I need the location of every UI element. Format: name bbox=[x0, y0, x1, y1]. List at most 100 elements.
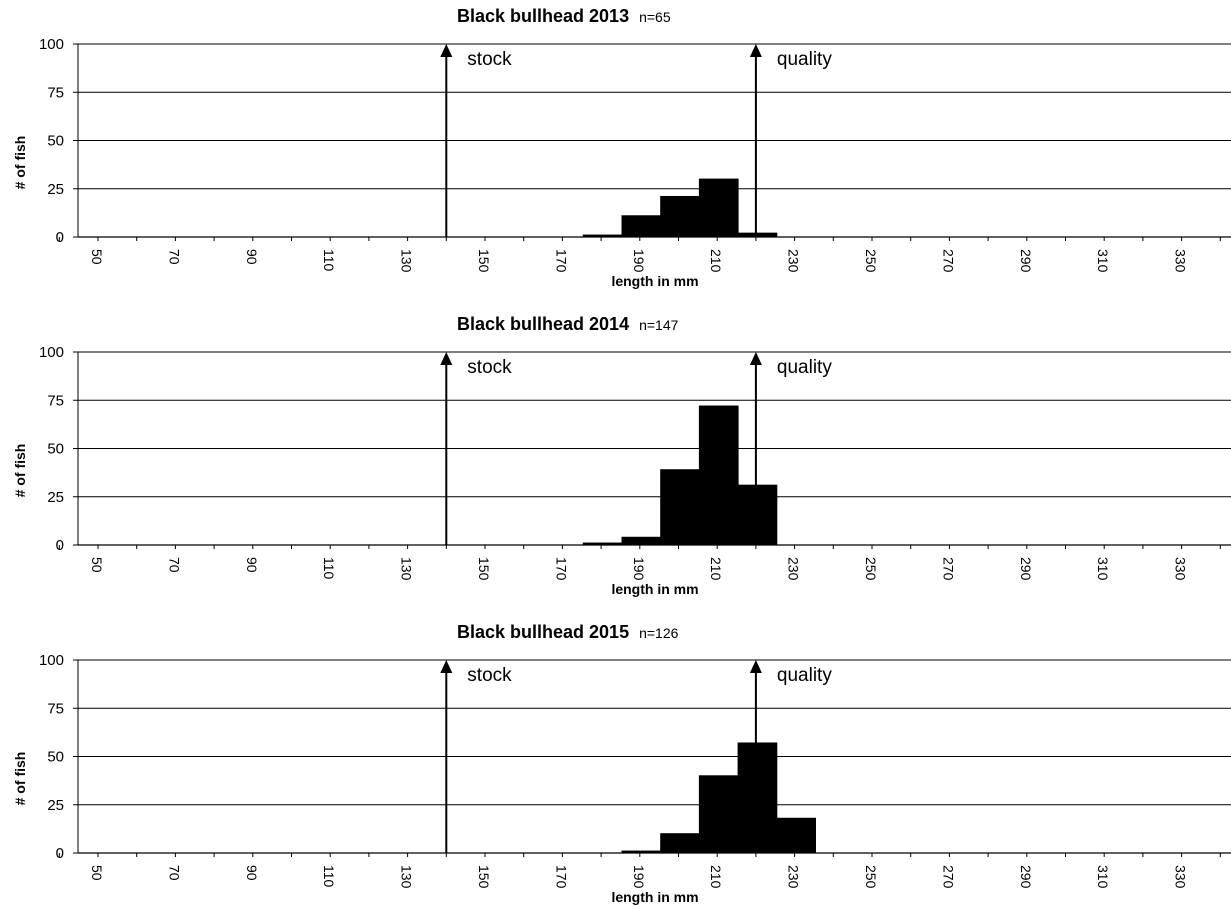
histogram-bar bbox=[776, 817, 816, 854]
x-tick-label: 90 bbox=[244, 557, 260, 573]
marker-label-stock: stock bbox=[467, 49, 512, 70]
chart-title: Black bullhead 2013 bbox=[457, 6, 629, 26]
x-tick-label: 130 bbox=[399, 557, 415, 581]
x-axis-label: length in mm bbox=[611, 889, 698, 905]
histogram-bar bbox=[698, 405, 739, 546]
x-tick-label: 70 bbox=[166, 249, 182, 265]
marker-label-quality: quality bbox=[777, 357, 832, 378]
x-tick-label: 290 bbox=[1018, 865, 1034, 889]
x-tick-label: 250 bbox=[863, 249, 879, 273]
x-tick-label: 230 bbox=[786, 865, 802, 889]
chart-panel-3: Black bullhead 2015 n=126 0 25 50 75 100 # of f… bbox=[12, 622, 1231, 905]
chart-subtitle: n=147 bbox=[639, 317, 679, 333]
x-tick-label: 210 bbox=[708, 249, 724, 273]
x-tick-label: 290 bbox=[1018, 249, 1034, 273]
histogram-bar bbox=[698, 775, 739, 854]
x-tick-label: 150 bbox=[476, 865, 492, 889]
marker-arrowhead bbox=[749, 44, 762, 57]
y-axis-label: # of fish bbox=[12, 136, 28, 190]
y-tick-label: 75 bbox=[47, 84, 64, 101]
marker-label-stock: stock bbox=[467, 357, 512, 378]
marker-label-quality: quality bbox=[777, 665, 832, 686]
marker-arrowhead bbox=[440, 660, 453, 673]
x-tick-label: 270 bbox=[940, 865, 956, 889]
y-tick-label: 100 bbox=[39, 344, 64, 361]
x-tick-label: 330 bbox=[1173, 249, 1189, 273]
x-tick-label: 190 bbox=[631, 249, 647, 273]
y-tick-label: 100 bbox=[39, 36, 64, 53]
y-tick-label: 50 bbox=[47, 749, 64, 766]
x-tick-label: 310 bbox=[1095, 249, 1111, 273]
x-tick-label: 270 bbox=[940, 557, 956, 581]
x-tick-label: 290 bbox=[1018, 557, 1034, 581]
x-tick-label: 130 bbox=[399, 865, 415, 889]
x-tick-label: 230 bbox=[786, 249, 802, 273]
x-tick-label: 310 bbox=[1095, 865, 1111, 889]
x-tick-label: 270 bbox=[940, 249, 956, 273]
chart-panel-2: Black bullhead 2014 n=147 0 25 50 75 100 # of f… bbox=[12, 314, 1231, 597]
chart-subtitle: n=126 bbox=[639, 625, 679, 641]
x-tick-label: 170 bbox=[553, 249, 569, 273]
histogram-bar bbox=[737, 742, 778, 854]
marker-label-stock: stock bbox=[467, 665, 512, 686]
x-tick-label: 70 bbox=[166, 557, 182, 573]
x-tick-label: 110 bbox=[321, 865, 337, 888]
histogram-bar bbox=[660, 833, 700, 854]
histogram-bar bbox=[737, 484, 778, 546]
chart-panel-1: Black bullhead 2013 n=65 0 25 50 75 100 # of fi… bbox=[12, 6, 1231, 289]
x-tick-label: 150 bbox=[476, 249, 492, 273]
y-tick-label: 75 bbox=[47, 700, 64, 717]
y-tick-label: 25 bbox=[47, 181, 64, 198]
y-tick-label: 50 bbox=[47, 441, 64, 458]
y-tick-label: 0 bbox=[56, 537, 64, 554]
x-tick-label: 250 bbox=[863, 557, 879, 581]
marker-arrowhead bbox=[749, 352, 762, 365]
x-tick-label: 50 bbox=[89, 557, 105, 573]
x-axis-label: length in mm bbox=[611, 273, 698, 289]
marker-arrowhead bbox=[440, 352, 453, 365]
histogram-bar bbox=[698, 178, 739, 238]
marker-arrowhead bbox=[749, 660, 762, 673]
x-tick-label: 190 bbox=[631, 557, 647, 581]
x-tick-label: 110 bbox=[321, 249, 337, 272]
x-tick-label: 330 bbox=[1173, 557, 1189, 581]
x-tick-label: 50 bbox=[89, 865, 105, 881]
histogram-bar bbox=[660, 195, 700, 238]
x-tick-label: 230 bbox=[786, 557, 802, 581]
x-tick-label: 110 bbox=[321, 557, 337, 580]
x-tick-label: 130 bbox=[399, 249, 415, 273]
x-tick-label: 210 bbox=[708, 557, 724, 581]
y-tick-label: 75 bbox=[47, 392, 64, 409]
x-tick-label: 250 bbox=[863, 865, 879, 889]
chart-title: Black bullhead 2014 bbox=[457, 314, 629, 334]
x-tick-label: 190 bbox=[631, 865, 647, 889]
y-tick-label: 0 bbox=[56, 229, 64, 246]
x-tick-label: 90 bbox=[244, 249, 260, 265]
x-tick-label: 210 bbox=[708, 865, 724, 889]
x-tick-label: 330 bbox=[1173, 865, 1189, 889]
y-axis-label: # of fish bbox=[12, 752, 28, 806]
y-tick-label: 100 bbox=[39, 652, 64, 669]
y-tick-label: 0 bbox=[56, 845, 64, 862]
x-tick-label: 150 bbox=[476, 557, 492, 581]
x-tick-label: 90 bbox=[244, 865, 260, 881]
y-tick-label: 50 bbox=[47, 133, 64, 150]
histogram-bar bbox=[621, 215, 662, 238]
x-tick-label: 310 bbox=[1095, 557, 1111, 581]
histogram-bar bbox=[621, 536, 662, 546]
x-tick-label: 170 bbox=[553, 557, 569, 581]
y-tick-label: 25 bbox=[47, 797, 64, 814]
histogram-bar bbox=[660, 469, 700, 546]
chart-subtitle: n=65 bbox=[639, 9, 671, 25]
y-axis-label: # of fish bbox=[12, 444, 28, 498]
y-tick-label: 25 bbox=[47, 489, 64, 506]
x-tick-label: 70 bbox=[166, 865, 182, 881]
chart-title: Black bullhead 2015 bbox=[457, 622, 629, 642]
x-tick-label: 50 bbox=[89, 249, 105, 265]
marker-label-quality: quality bbox=[777, 49, 832, 70]
marker-arrowhead bbox=[440, 44, 453, 57]
x-axis-label: length in mm bbox=[611, 581, 698, 597]
x-tick-label: 170 bbox=[553, 865, 569, 889]
